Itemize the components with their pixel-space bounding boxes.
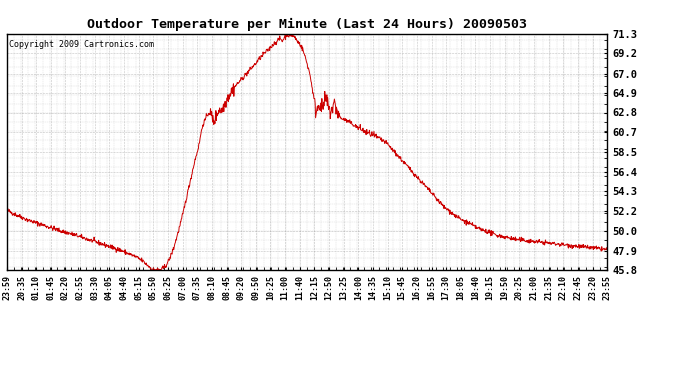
Text: Copyright 2009 Cartronics.com: Copyright 2009 Cartronics.com [9,40,154,49]
Title: Outdoor Temperature per Minute (Last 24 Hours) 20090503: Outdoor Temperature per Minute (Last 24 … [87,18,527,31]
